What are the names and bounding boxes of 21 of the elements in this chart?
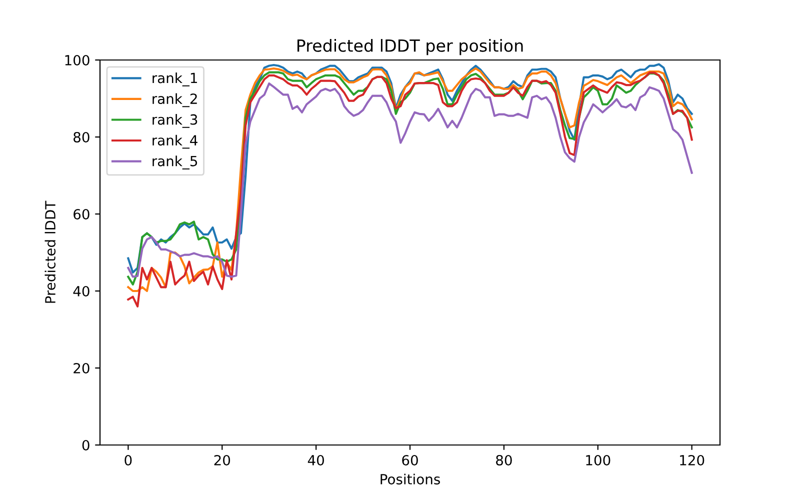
legend-label: rank_4 <box>152 134 198 149</box>
x-tick-label: 60 <box>402 454 418 466</box>
legend-label: rank_3 <box>152 114 198 128</box>
x-tick-label: 120 <box>680 454 704 466</box>
y-tick-label: 20 <box>74 362 90 374</box>
x-tick-label: 20 <box>214 454 230 466</box>
x-tick-label: 100 <box>586 454 610 466</box>
y-tick-label: 40 <box>73 286 90 296</box>
legend-label: rank_2 <box>152 93 197 108</box>
y-tick-label: 60 <box>74 208 90 220</box>
x-tick-label: 80 <box>496 454 512 466</box>
y-tick-label: 0 <box>82 440 90 450</box>
y-tick-label: 100 <box>65 54 90 66</box>
legend-label: rank_1 <box>152 72 197 86</box>
y-axis-title: Predicted lDDT <box>44 200 56 303</box>
x-tick-label: 40 <box>308 454 324 466</box>
x-axis-title: Positions <box>380 474 440 484</box>
y-tick-label: 80 <box>74 132 90 142</box>
legend-label: rank_5 <box>152 156 198 170</box>
x-tick-label: 0 <box>124 454 132 466</box>
chart-title: Predicted lDDT per position <box>297 39 523 56</box>
